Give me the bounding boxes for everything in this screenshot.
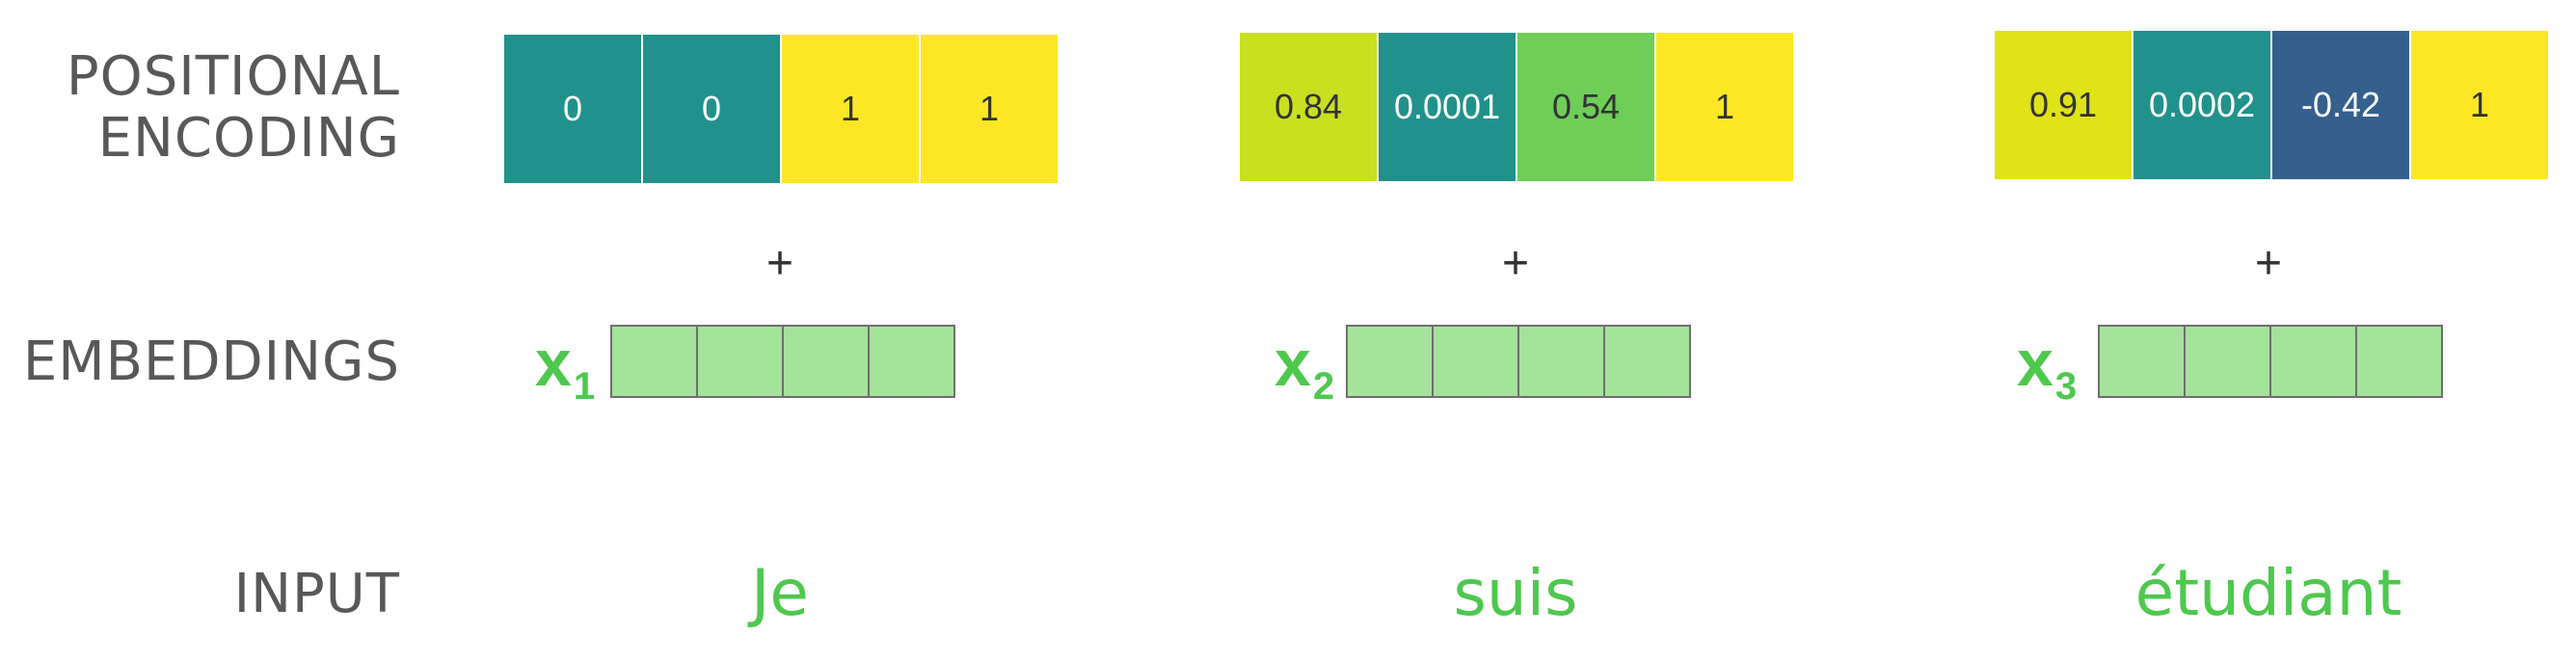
pe-cell: 0.0002 [2133,31,2270,179]
positional-encoding-vector-2: 0.84 0.0001 0.54 1 [1240,33,1793,181]
pe-cell: 0.0001 [1379,33,1516,181]
input-label: INPUT [233,563,400,625]
embedding-vector-1 [610,325,955,398]
embedding-cell [612,327,698,396]
embedding-cell [1434,327,1519,396]
embedding-cell [1348,327,1434,396]
pe-cell: 0.54 [1517,33,1654,181]
plus-sign-2: + [1501,238,1530,289]
positional-encoding-vector-3: 0.91 0.0002 -0.42 1 [1995,31,2548,179]
embedding-label-x1: x1 [535,327,596,408]
positional-encoding-label: POSITIONAL ENCODING [67,46,400,170]
pe-cell: 0.84 [1240,33,1377,181]
x-subscript: 2 [1312,365,1335,408]
pe-cell: 1 [921,35,1058,183]
embedding-vector-2 [1346,325,1691,398]
pe-cell: 0 [643,35,780,183]
input-word-2: suis [1453,556,1578,630]
embedding-vector-3 [2098,325,2443,398]
x-symbol: x [2017,327,2053,400]
x-symbol: x [535,327,572,400]
embedding-cell [2357,327,2441,396]
embedding-cell [698,327,784,396]
input-word-1: Je [750,556,810,630]
embedding-cell [2271,327,2357,396]
x-subscript: 1 [573,365,596,408]
embedding-cell [1519,327,1605,396]
embedding-cell [870,327,953,396]
positional-encoding-label-line2: ENCODING [97,107,400,170]
x-subscript: 3 [2054,365,2078,408]
embedding-cell [784,327,870,396]
pe-cell: 1 [1656,33,1793,181]
pe-cell: 0.91 [1995,31,2132,179]
embedding-label-x3: x3 [2017,327,2078,408]
positional-encoding-label-line1: POSITIONAL [66,45,400,108]
plus-sign-3: + [2254,238,2283,289]
plus-sign-1: + [765,238,794,289]
embedding-cell [1605,327,1689,396]
pe-cell: 1 [782,35,919,183]
embeddings-label: EMBEDDINGS [22,330,400,393]
pe-cell: -0.42 [2272,31,2409,179]
pe-cell: 0 [504,35,641,183]
embedding-cell [2186,327,2271,396]
input-word-3: étudiant [2134,556,2402,630]
embedding-cell [2100,327,2186,396]
embedding-label-x2: x2 [1275,327,1335,408]
pe-cell: 1 [2411,31,2548,179]
x-symbol: x [1275,327,1311,400]
positional-encoding-vector-1: 0 0 1 1 [504,35,1058,183]
